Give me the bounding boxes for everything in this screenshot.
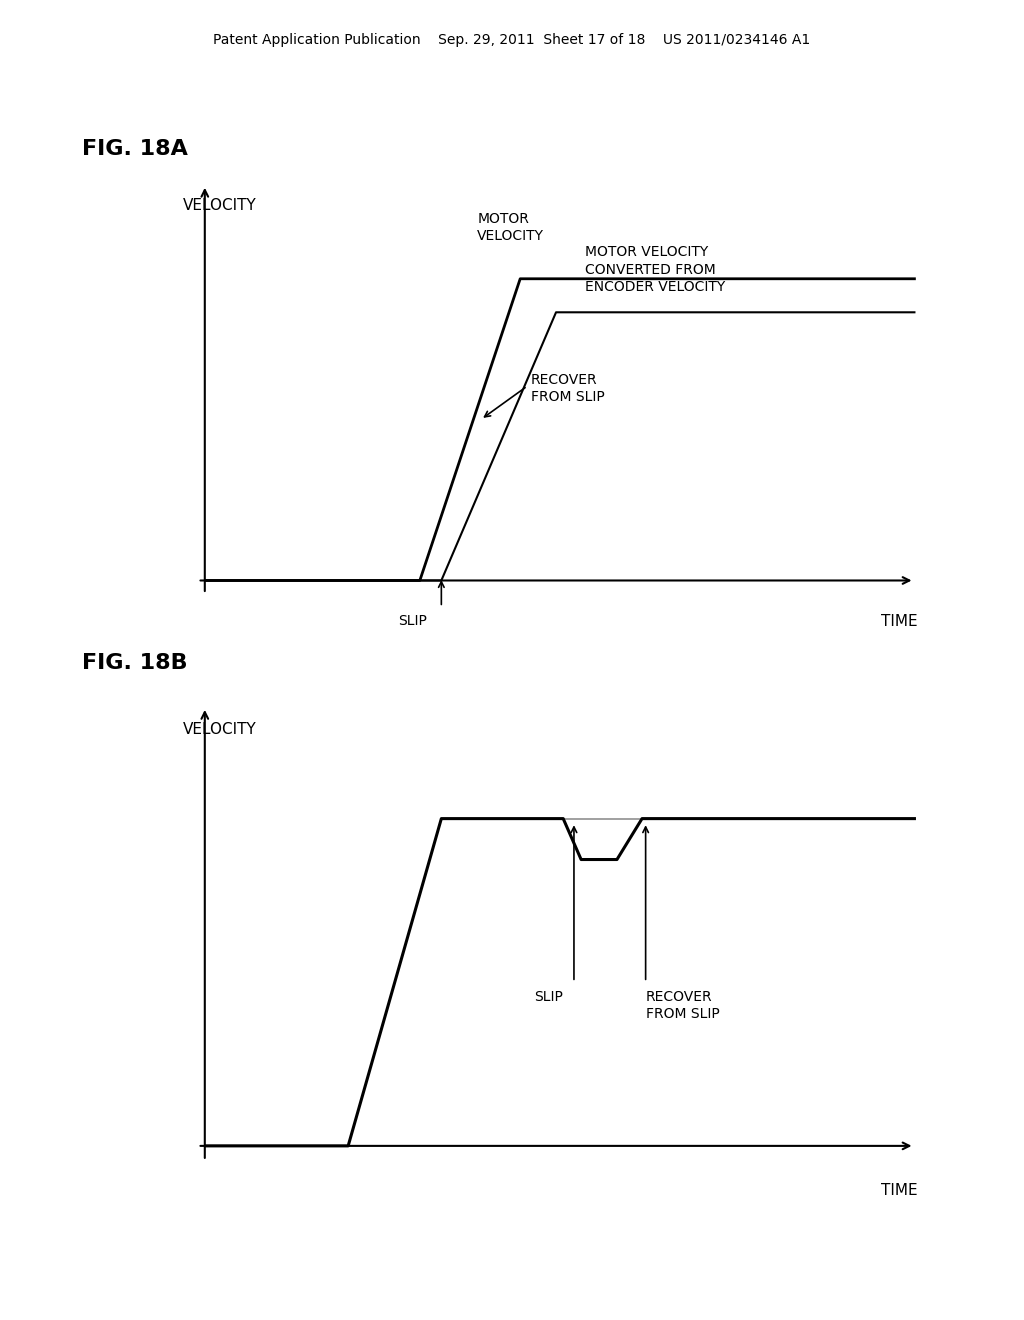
- Text: FIG. 18B: FIG. 18B: [82, 653, 187, 673]
- Text: VELOCITY: VELOCITY: [183, 722, 257, 737]
- Text: RECOVER
FROM SLIP: RECOVER FROM SLIP: [530, 372, 605, 404]
- Text: SLIP: SLIP: [535, 990, 563, 1003]
- Text: SLIP: SLIP: [398, 614, 427, 628]
- Text: MOTOR VELOCITY
CONVERTED FROM
ENCODER VELOCITY: MOTOR VELOCITY CONVERTED FROM ENCODER VE…: [585, 246, 725, 294]
- Text: RECOVER
FROM SLIP: RECOVER FROM SLIP: [646, 990, 720, 1020]
- Text: TIME: TIME: [882, 1183, 918, 1199]
- Text: FIG. 18A: FIG. 18A: [82, 139, 187, 158]
- Text: VELOCITY: VELOCITY: [183, 198, 257, 214]
- Text: MOTOR
VELOCITY: MOTOR VELOCITY: [477, 211, 544, 243]
- Text: TIME: TIME: [882, 614, 918, 630]
- Text: Patent Application Publication    Sep. 29, 2011  Sheet 17 of 18    US 2011/02341: Patent Application Publication Sep. 29, …: [213, 33, 811, 48]
